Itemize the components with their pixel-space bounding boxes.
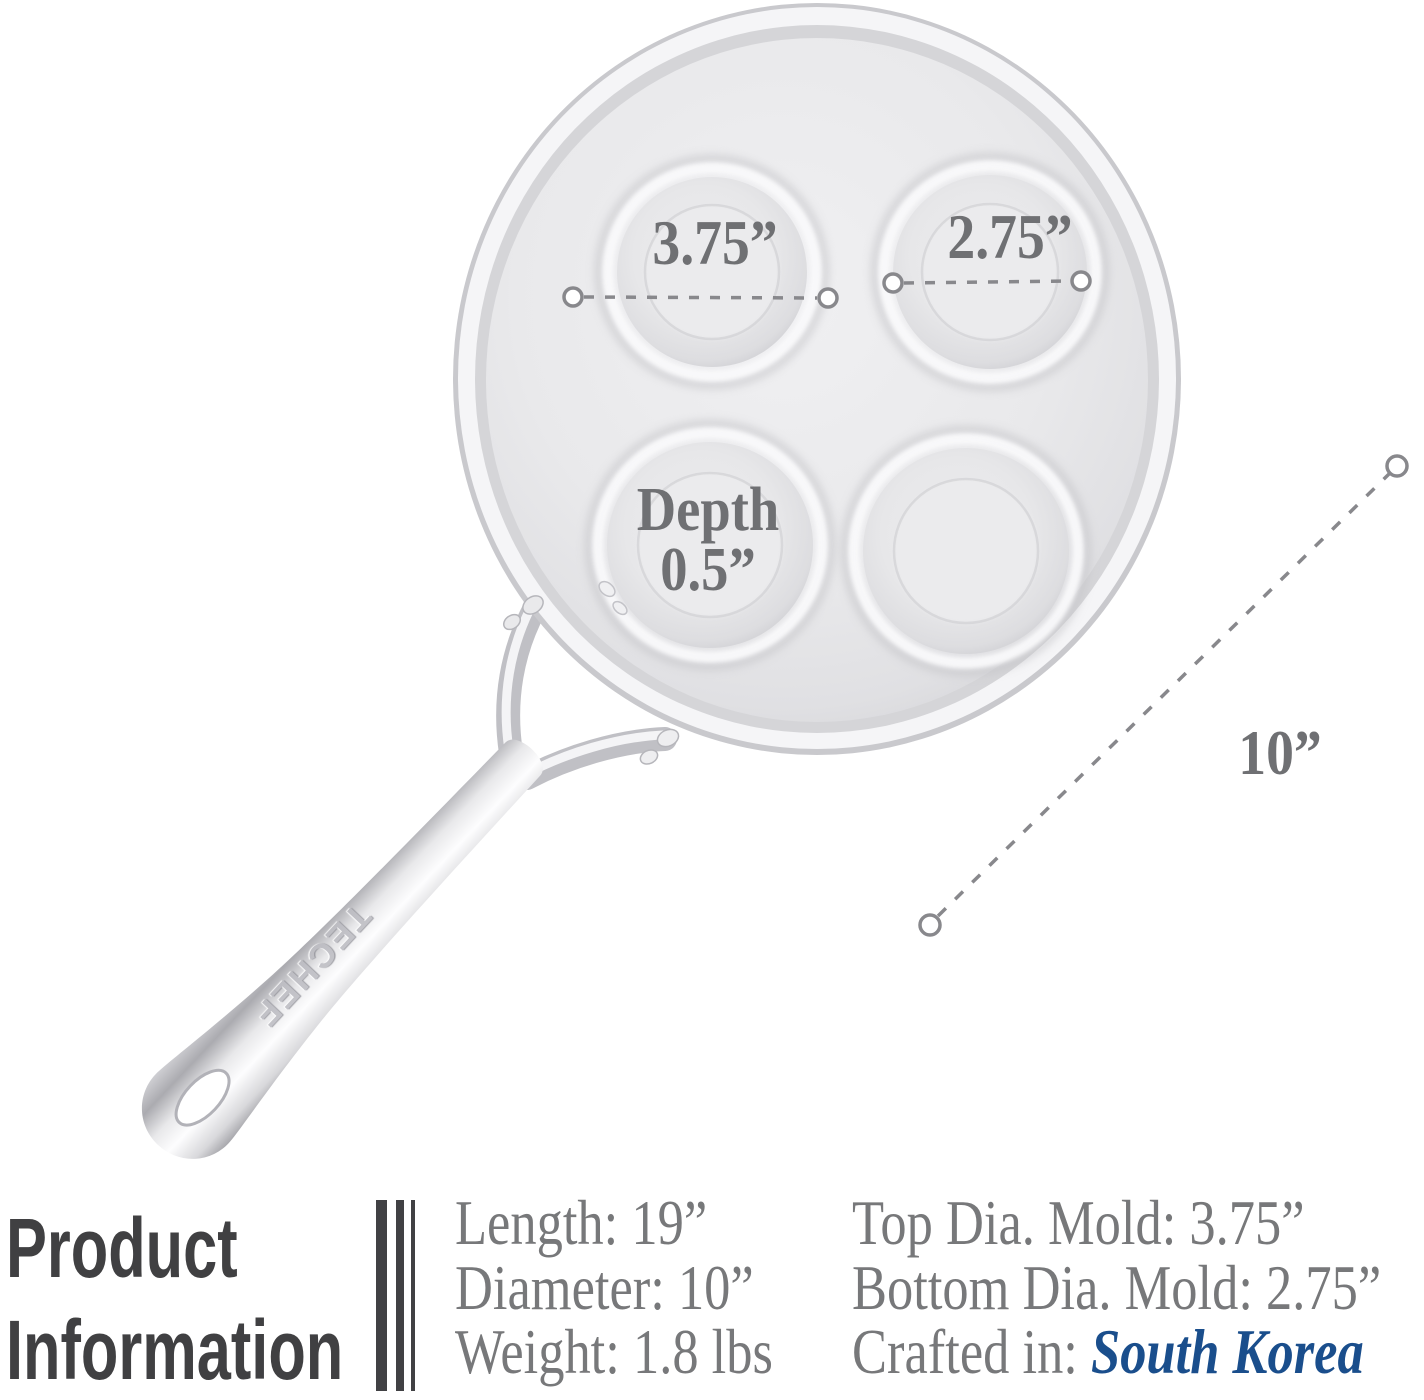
spec-length: Length: 19” (455, 1187, 708, 1258)
mold-ridge-highlight (592, 427, 828, 663)
mold-floor-ring (892, 477, 1040, 625)
mold-outer-shadow (594, 154, 830, 390)
divider-bar (376, 1200, 387, 1391)
interior-rivet-bump (612, 600, 628, 616)
mold-floor (922, 204, 1058, 340)
title-line-1: Product (6, 1201, 238, 1295)
pan-diameter-dimension-line (936, 472, 1391, 918)
spec-crafted-in: Crafted in: South Korea (852, 1319, 1381, 1385)
spec-bottom-dia-mold: Bottom Dia. Mold: 2.75” (852, 1251, 1382, 1323)
mold-bottom-right (840, 425, 1092, 677)
interior-rivet-bump (598, 580, 616, 598)
divider-bars (376, 1200, 415, 1391)
top-left-mold-dimension-line (583, 295, 818, 300)
mold-floor (638, 473, 782, 617)
mold-outer-shadow (584, 419, 836, 671)
handle-shaft-body (141, 739, 543, 1159)
title-line-2: Information (6, 1303, 344, 1397)
rivet (522, 595, 544, 615)
divider-bar (411, 1200, 415, 1391)
pan-diameter-label: 10” (1238, 717, 1322, 788)
mold-floor (894, 479, 1038, 623)
pan-body (453, 3, 1181, 755)
dimension-endpoint-dot (882, 272, 904, 294)
dimension-endpoint-dot (918, 913, 942, 937)
mold-floor-ring (636, 471, 784, 619)
mold-depth-label: Depth 0.5” (576, 476, 840, 604)
depth-word: Depth (636, 476, 780, 544)
depth-value: 0.5” (660, 536, 756, 604)
handle-prong-upper-highlight (501, 598, 538, 755)
dimension-endpoint-dot (817, 287, 839, 309)
rivet (639, 749, 659, 765)
handle-hanging-hole (174, 1068, 231, 1127)
spec-weight: Weight: 1.8 lbs (455, 1316, 773, 1387)
top-left-mold-diameter-label: 3.75” (652, 207, 778, 278)
mold-outer-shadow (840, 425, 1092, 677)
mold-bottom-left (584, 419, 836, 671)
measurement-lines (562, 270, 1409, 937)
spec-top-dia-mold: Top Dia. Mold: 3.75” (852, 1187, 1305, 1258)
handle-rivets (502, 580, 680, 765)
mold-ridge-highlight (848, 433, 1084, 669)
mold-outer-shadow (870, 152, 1110, 392)
rivet (502, 613, 522, 631)
mold-floor (645, 205, 779, 339)
crafted-in-label: Crafted in: (852, 1316, 1092, 1387)
mold-ridge-highlight (878, 160, 1102, 384)
mold-top-right (870, 152, 1110, 392)
rivet (656, 728, 680, 748)
handle-shaft (141, 739, 543, 1159)
mold-ridge-highlight (602, 162, 822, 382)
spec-diameter: Diameter: 10” (455, 1251, 754, 1323)
spec-column-right: Top Dia. Mold: 3.75” Bottom Dia. Mold: 2… (852, 1187, 1382, 1385)
mold-floor-ring (643, 203, 781, 341)
dimension-endpoint-dot (562, 286, 584, 308)
top-right-mold-dimension-line (903, 279, 1071, 285)
mold-top-left (594, 154, 830, 390)
product-information-title: Product Information (6, 1197, 343, 1400)
spec-column-left: Length: 19” Diameter: 10” Weight: 1.8 lb… (455, 1187, 773, 1387)
crafted-in-value: South Korea (1091, 1316, 1364, 1387)
dimension-endpoint-dot (1070, 270, 1092, 292)
top-right-mold-diameter-label: 2.75” (947, 201, 1073, 272)
dimension-endpoint-dot (1385, 454, 1409, 478)
divider-bar (396, 1200, 404, 1391)
mold-floor-ring (920, 202, 1060, 342)
